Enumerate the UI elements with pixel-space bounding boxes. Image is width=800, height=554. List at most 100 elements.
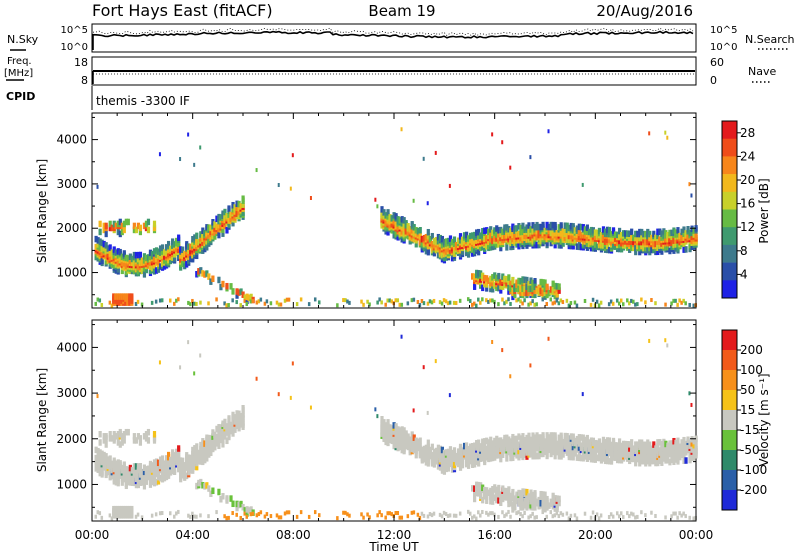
colorbar-swatch: [722, 174, 737, 193]
colorbar-swatch: [722, 262, 737, 281]
velocity-cell: [672, 511, 675, 516]
power-cell: [648, 230, 652, 238]
power-cell: [450, 238, 455, 246]
power-cell: [225, 303, 228, 308]
power-cell: [513, 283, 517, 291]
power-cell: [400, 127, 403, 132]
power-cell: [454, 301, 458, 306]
power-cell: [468, 236, 473, 244]
power-cell: [179, 246, 183, 253]
velocity-cell: [531, 438, 535, 446]
power-cell: [634, 230, 638, 238]
velocity-cell: [426, 439, 430, 447]
power-cell: [221, 280, 225, 288]
power-cell: [672, 247, 676, 254]
power-cell: [517, 297, 520, 302]
velocity-cell: [489, 511, 492, 516]
power-cell: [434, 150, 437, 155]
velocity-cell: [142, 468, 147, 476]
power-cell: [426, 240, 430, 248]
velocity-cell: [537, 440, 541, 447]
velocity-cell: [549, 498, 553, 506]
power-cell: [154, 267, 159, 274]
power-cell: [479, 232, 483, 239]
power-cell: [446, 237, 451, 245]
power-cell: [517, 223, 521, 230]
power-cell: [458, 251, 463, 258]
power-cell: [559, 298, 563, 303]
power-cell: [112, 262, 116, 269]
power-cell: [124, 254, 128, 262]
power-cell: [225, 213, 229, 220]
power-cell: [150, 250, 155, 258]
power-cell: [96, 297, 100, 302]
power-cell: [583, 226, 587, 233]
velocity-cell: [102, 451, 106, 459]
power-cells: [94, 127, 698, 308]
velocity-cell: [583, 442, 587, 450]
power-cell: [183, 260, 187, 268]
velocity-cell: [581, 392, 584, 397]
power-cell: [507, 274, 511, 281]
power-cell: [237, 204, 241, 212]
velocity-cell: [495, 486, 499, 494]
power-cell: [573, 300, 577, 305]
power-cell: [533, 278, 537, 285]
velocity-cell: [485, 487, 489, 494]
velocity-cell: [440, 514, 444, 519]
power-cell: [688, 229, 692, 237]
power-cell: [670, 239, 674, 247]
power-cell: [150, 264, 155, 272]
velocity-cell: [688, 515, 691, 520]
power-cell: [537, 241, 541, 249]
velocity-cell: [571, 454, 575, 461]
velocity-cell: [116, 439, 120, 446]
velocity-cell: [436, 448, 440, 456]
velocity-cell: [108, 435, 112, 442]
velocity-cell: [368, 515, 371, 520]
power-cell: [678, 232, 682, 240]
velocity-cell: [249, 512, 253, 517]
velocity-cell: [559, 432, 563, 440]
power-cell: [169, 245, 173, 253]
velocity-cell: [654, 445, 658, 452]
velocity-colorbar-label: Velocity [m s⁻¹]: [757, 373, 771, 466]
velocity-cell: [547, 434, 551, 441]
velocity-cell: [452, 461, 457, 469]
velocity-cell: [622, 440, 626, 448]
velocity-cell: [454, 452, 459, 460]
power-cell: [104, 222, 108, 230]
velocity-cell: [112, 435, 116, 442]
power-cell: [187, 257, 191, 264]
velocity-cell: [279, 515, 283, 520]
power-cell: [533, 302, 536, 307]
velocity-cell: [523, 443, 527, 450]
power-cell: [485, 241, 489, 248]
velocity-cell: [686, 442, 690, 450]
velocity-cell: [505, 440, 509, 448]
power-cell: [173, 241, 177, 248]
velocity-cell: [424, 444, 428, 452]
power-cell: [519, 224, 523, 232]
velocity-cell: [130, 505, 134, 513]
power-cell: [489, 298, 492, 303]
velocity-cell: [501, 439, 505, 446]
velocity-cell: [251, 511, 255, 516]
power-cell: [628, 301, 631, 306]
power-cell: [118, 218, 122, 226]
velocity-cell: [205, 440, 209, 448]
power-cell: [171, 238, 175, 245]
power-cell: [509, 280, 513, 288]
power-cell: [656, 232, 660, 240]
velocity-cell: [541, 491, 545, 498]
velocity-cell: [676, 441, 680, 449]
velocity-cell: [553, 505, 557, 512]
power-cell: [406, 223, 410, 230]
velocity-cell: [454, 513, 458, 518]
velocity-cell: [235, 410, 239, 417]
velocity-cell: [483, 486, 487, 494]
velocity-cell: [241, 405, 245, 412]
power-cell: [197, 268, 201, 275]
velocity-cell: [521, 453, 525, 461]
power-cell: [442, 238, 447, 246]
